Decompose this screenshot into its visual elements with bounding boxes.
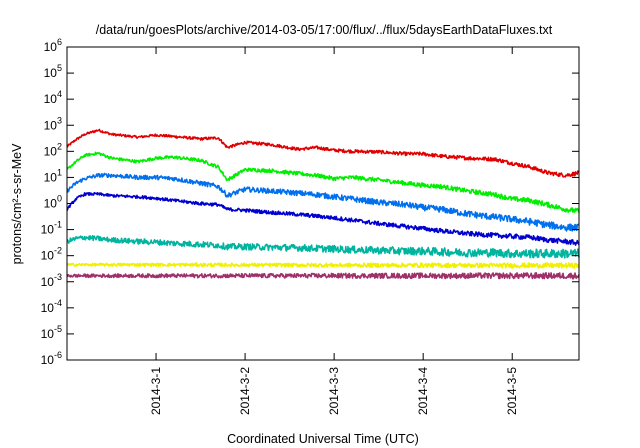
y-axis-title: protons/cm²-s-sr-MeV	[10, 143, 24, 265]
series-line-6	[66, 262, 580, 269]
series-line-5	[66, 235, 580, 259]
x-tick-label: 2014-3-2	[238, 367, 252, 415]
x-axis-title: Coordinated Universal Time (UTC)	[227, 432, 419, 446]
y-tick-label: 102	[44, 141, 62, 158]
y-tick-label: 10-6	[41, 350, 62, 367]
y-axis: 10-6 10-5 10-4 10-3 10-2 10-1 100 101 102 103 104 1…	[41, 37, 579, 367]
y-tick-label: 101	[44, 167, 62, 184]
x-axis: 2014-3-1 2014-3-2 2014-3-3 2014-3-4 2014-3-5	[149, 47, 519, 415]
y-tick-label: 10-4	[41, 298, 62, 315]
x-tick-label: 2014-3-3	[327, 367, 341, 415]
x-tick-label: 2014-3-1	[149, 367, 163, 415]
y-tick-label: 100	[44, 194, 62, 211]
y-tick-label: 106	[44, 37, 62, 54]
y-tick-label: 10-1	[41, 220, 62, 237]
series-line-3	[66, 172, 580, 232]
y-tick-label: 10-5	[41, 324, 62, 341]
y-tick-label: 10-3	[41, 272, 62, 289]
chart-title: /data/run/goesPlots/archive/2014-03-05/1…	[96, 23, 553, 37]
series-line-4	[66, 191, 580, 246]
x-tick-label: 2014-3-5	[505, 367, 519, 415]
series-line-1	[66, 128, 580, 178]
series-line-2	[66, 151, 580, 213]
plot-frame	[66, 46, 580, 361]
series-layer	[66, 128, 580, 280]
x-tick-label: 2014-3-4	[416, 367, 430, 415]
y-tick-label: 10-2	[41, 246, 62, 263]
y-tick-label: 104	[44, 89, 62, 106]
y-tick-label: 103	[44, 115, 62, 132]
series-line-7	[66, 272, 580, 280]
y-tick-label: 105	[44, 63, 62, 80]
